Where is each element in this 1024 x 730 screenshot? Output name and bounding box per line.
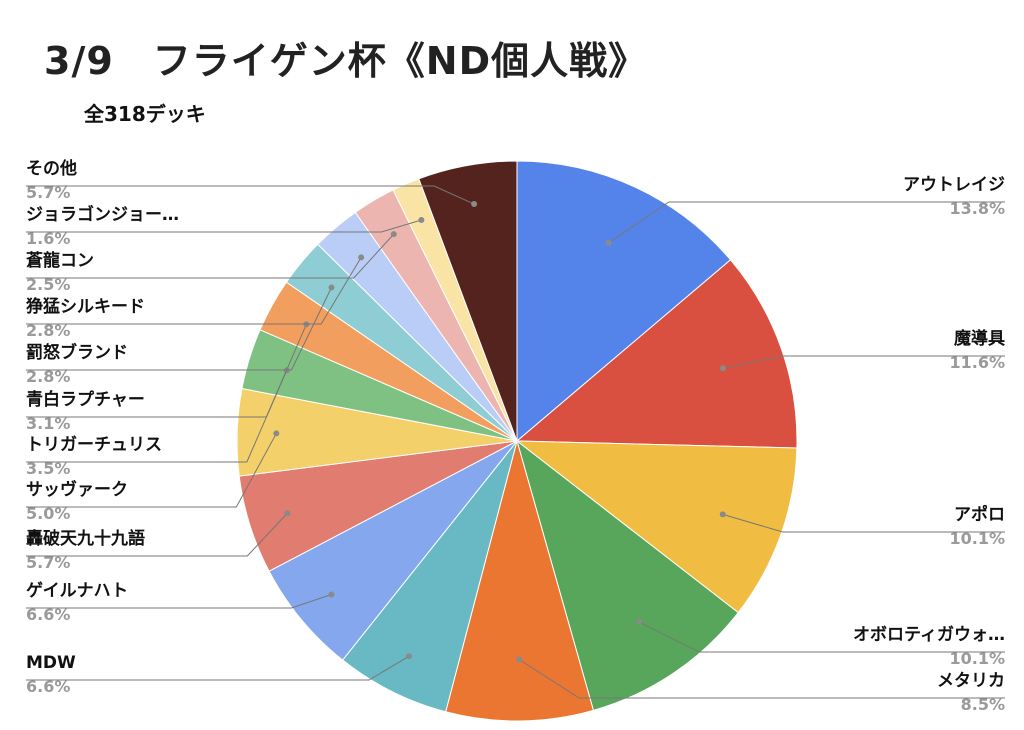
slice-label-1: 魔導具: [954, 328, 1005, 349]
leader-dot-2: [719, 511, 726, 518]
slice-3: [516, 439, 739, 711]
leader-line-11: [26, 287, 332, 371]
slice-label-14: ジョラゴンジョー…: [26, 204, 179, 225]
leader-line-14: [26, 219, 422, 233]
slice-label-9: トリガーチュリス: [26, 435, 162, 455]
leader-line-10: [26, 324, 307, 418]
leader-dot-11: [328, 284, 335, 291]
slice-label-2: アポロ: [954, 504, 1005, 525]
leader-dot-4: [516, 656, 523, 663]
slice-pct-0: 13.8%: [949, 199, 1005, 218]
slice-pct-2: 10.1%: [949, 529, 1005, 548]
slice-label-12: 狰猛シルキード: [25, 296, 145, 317]
leader-dot-8: [273, 430, 280, 437]
leader-line-2: [722, 513, 1005, 533]
leader-dot-12: [358, 254, 365, 261]
chart-subtitle: 全318デッキ: [84, 102, 206, 126]
slice-4: [445, 439, 595, 722]
slice-label-11: 罰怒ブランド: [26, 342, 128, 363]
slice-pct-11: 2.8%: [26, 367, 70, 386]
leader-dot-14: [418, 217, 425, 224]
leader-dot-7: [284, 510, 291, 517]
slice-5: [341, 440, 518, 713]
leader-dot-1: [719, 365, 726, 372]
leader-line-0: [608, 201, 1005, 244]
slice-15: [418, 160, 518, 442]
leader-dot-13: [390, 231, 397, 238]
leader-line-4: [518, 658, 1005, 699]
pie-slices: [236, 160, 798, 722]
leader-line-12: [26, 257, 362, 325]
slice-label-5: MDW: [26, 653, 76, 673]
slice-label-8: サッヴァーク: [26, 479, 128, 500]
slice-pct-15: 5.7%: [26, 183, 70, 202]
leader-lines: [26, 185, 1005, 699]
slice-pct-8: 5.0%: [26, 504, 70, 523]
slice-label-13: 蒼龍コン: [26, 250, 94, 271]
slice-0: [516, 160, 732, 443]
leader-dot-15: [471, 201, 478, 208]
leader-dot-3: [636, 619, 643, 626]
slice-labels: アウトレイジ 13.8% 魔導具 11.6% アポロ 10.1% オボロティガウォ… 10.1…: [25, 158, 1005, 714]
slice-pct-6: 6.6%: [26, 605, 70, 624]
slice-pct-4: 8.5%: [961, 695, 1005, 714]
leader-dot-0: [605, 239, 612, 246]
slice-label-4: メタリカ: [937, 671, 1005, 691]
leader-line-3: [638, 621, 1005, 653]
leader-dot-6: [328, 591, 335, 598]
slice-label-15: その他: [26, 158, 77, 179]
slice-pct-9: 3.5%: [26, 459, 70, 478]
slice-1: [515, 259, 798, 449]
leader-line-15: [26, 185, 475, 205]
chart-title: 3/9 フライゲン杯《ND個人戦》: [44, 39, 648, 83]
leader-line-13: [26, 233, 395, 279]
slice-2: [515, 440, 798, 614]
slice-pct-10: 3.1%: [26, 414, 70, 433]
slice-pct-7: 5.7%: [26, 553, 70, 572]
slice-label-3: オボロティガウォ…: [853, 625, 1005, 645]
leader-line-7: [26, 512, 288, 557]
slice-label-10: 青白ラプチャー: [26, 389, 145, 410]
slice-label-7: 轟破天九十九語: [26, 528, 145, 549]
leader-line-5: [26, 655, 410, 681]
slice-6: [268, 440, 518, 661]
slice-label-6: ゲイルナハト: [26, 580, 128, 601]
slice-pct-13: 2.5%: [26, 275, 70, 294]
slice-label-0: アウトレイジ: [903, 175, 1005, 195]
leader-dot-5: [406, 653, 413, 660]
slice-pct-3: 10.1%: [949, 649, 1005, 668]
leader-line-1: [722, 355, 1005, 369]
slice-pct-14: 1.6%: [26, 229, 70, 248]
leader-line-6: [26, 594, 332, 609]
slice-pct-5: 6.6%: [26, 677, 70, 696]
leader-line-8: [26, 433, 277, 508]
slice-pct-12: 2.8%: [26, 321, 70, 340]
slice-pct-1: 11.6%: [949, 353, 1005, 372]
